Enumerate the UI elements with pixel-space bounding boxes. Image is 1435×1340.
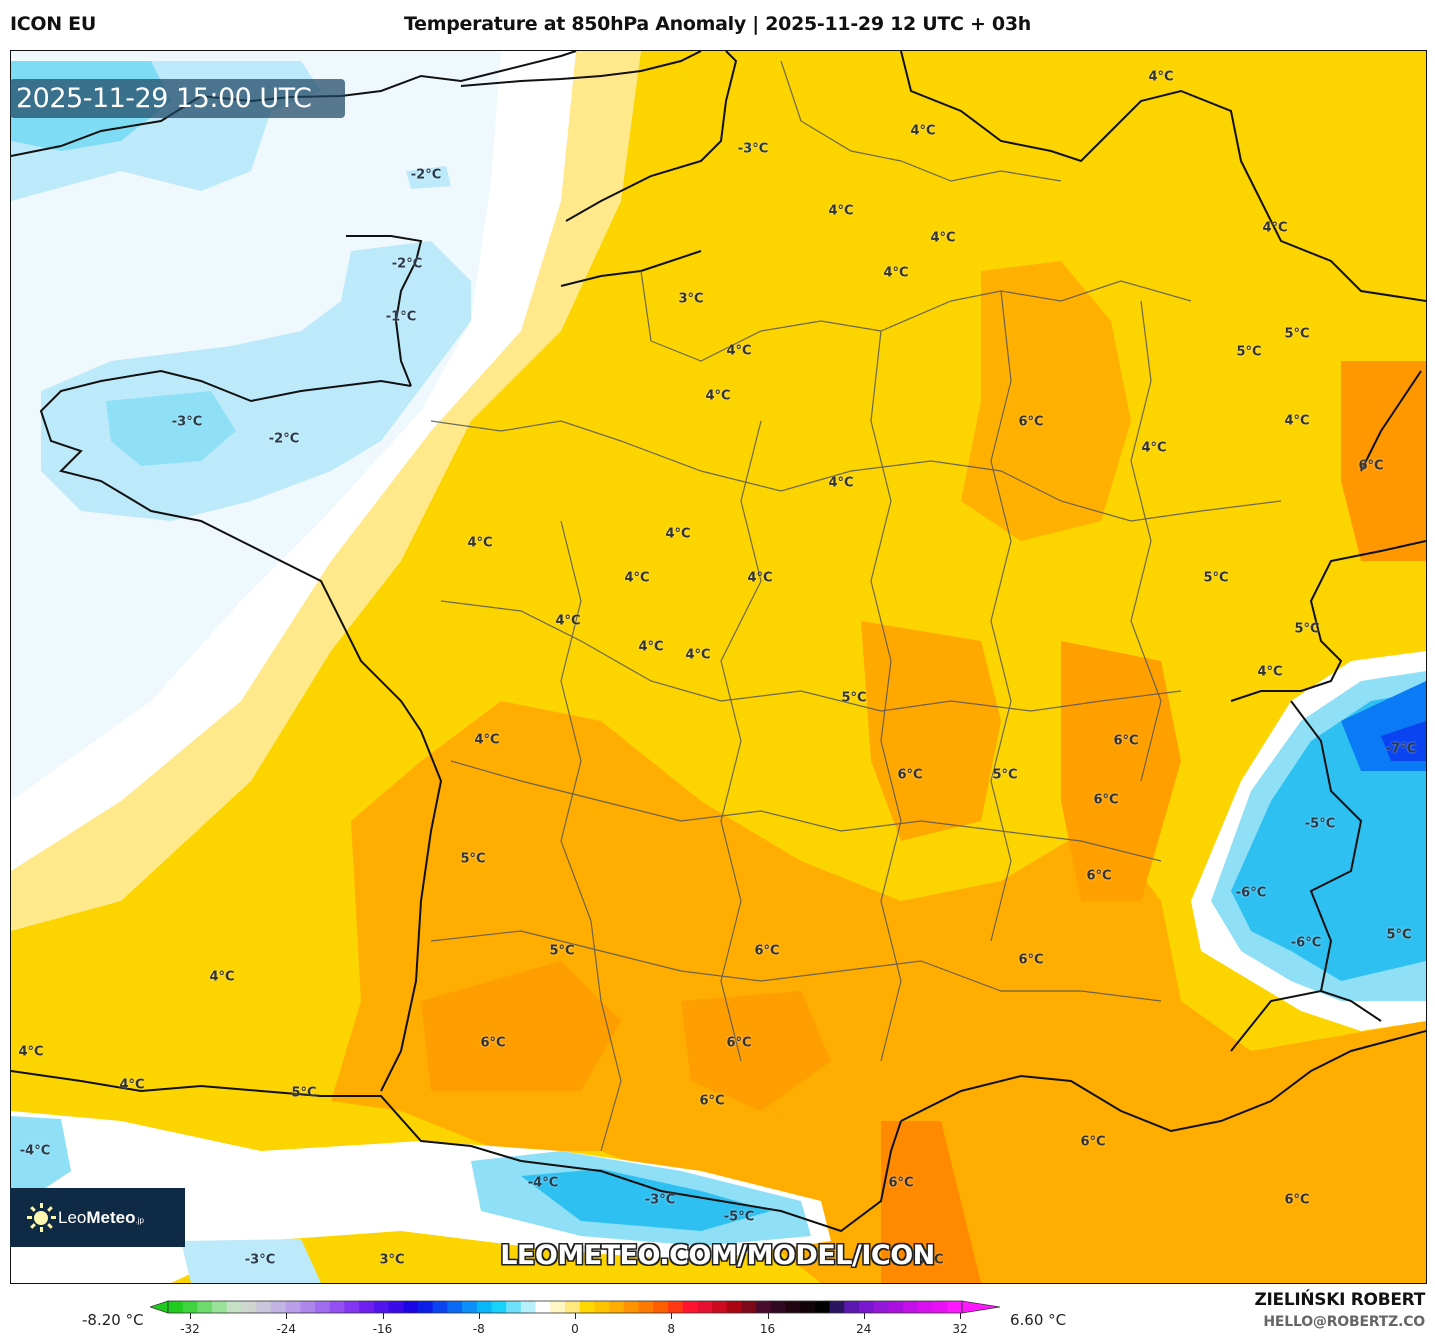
temperature-label: 5°C — [460, 851, 486, 867]
temperature-label: 4°C — [665, 526, 691, 542]
temperature-label: 5°C — [549, 943, 575, 959]
colorbar-tick — [478, 1313, 480, 1319]
temperature-label: 5°C — [1284, 326, 1310, 342]
author-name: ZIELIŃSKI ROBERT — [1254, 1290, 1425, 1310]
temperature-label: 5°C — [841, 690, 867, 706]
temperature-label: 5°C — [291, 1085, 317, 1101]
temperature-label: 4°C — [705, 388, 731, 404]
temperature-label: 4°C — [1148, 69, 1174, 85]
leometeo-logo[interactable]: LeoMeteo.jp — [10, 1188, 185, 1247]
temperature-label: -2°C — [410, 167, 442, 183]
colorbar-tick — [286, 1313, 288, 1319]
temperature-label: 5°C — [1236, 344, 1262, 360]
temperature-label: 6°C — [1284, 1192, 1310, 1208]
temperature-label: -4°C — [527, 1175, 559, 1191]
temperature-label: 4°C — [1262, 220, 1288, 236]
temperature-label: 6°C — [897, 767, 923, 783]
chart-title: Temperature at 850hPa Anomaly | 2025-11-… — [404, 13, 1031, 35]
temperature-label: 4°C — [467, 535, 493, 551]
temperature-label: 6°C — [888, 1175, 914, 1191]
colorbar-max-label: 6.60 °C — [1010, 1311, 1067, 1329]
temperature-label: -5°C — [1304, 816, 1336, 832]
colorbar-tick-label: -24 — [276, 1322, 297, 1336]
colorbar-tick-label: 0 — [571, 1322, 579, 1336]
temperature-label: 4°C — [555, 613, 581, 629]
colorbar-tick — [767, 1313, 769, 1319]
colorbar-tick-label: -16 — [372, 1322, 393, 1336]
temperature-label: -6°C — [1290, 935, 1322, 951]
temperature-label: -2°C — [391, 256, 423, 272]
valid-time-badge: 2025-11-29 15:00 UTC — [10, 79, 345, 118]
temperature-label: -3°C — [171, 414, 203, 430]
temperature-label: 4°C — [883, 265, 909, 281]
watermark-url: LEOMETEO.COM/MODEL/ICON — [500, 1240, 935, 1271]
colorbar-tick — [960, 1313, 961, 1319]
temperature-label: 6°C — [1358, 458, 1384, 474]
temperature-label: 6°C — [1113, 733, 1139, 749]
temperature-label: 4°C — [18, 1044, 44, 1060]
temperature-label: 3°C — [379, 1252, 405, 1268]
temperature-label: 4°C — [624, 570, 650, 586]
temperature-label: 3°C — [678, 291, 704, 307]
sun-icon — [26, 1203, 56, 1232]
temperature-label: 4°C — [747, 570, 773, 586]
temperature-anomaly-map[interactable]: 4°C 4°C -3°C -2°C 4°C 4°C 4°C -2°C 4°C 3°C -1°C 5°C… — [10, 50, 1427, 1284]
temperature-label: -5°C — [723, 1209, 755, 1225]
colorbar-tick — [671, 1313, 673, 1319]
temperature-label: 6°C — [726, 1035, 752, 1051]
colorbar-gradient — [150, 1300, 1000, 1314]
colorbar-tick — [863, 1313, 865, 1319]
temperature-label: -4°C — [19, 1143, 51, 1159]
temperature-label: 4°C — [474, 732, 500, 748]
temperature-label: 6°C — [1093, 792, 1119, 808]
temperature-label: 6°C — [1080, 1134, 1106, 1150]
temperature-label: 5°C — [1294, 621, 1320, 637]
temperature-label: -7°C — [1385, 741, 1417, 757]
temperature-label: -6°C — [1235, 885, 1267, 901]
temperature-label: -2°C — [268, 431, 300, 447]
temperature-label: 4°C — [828, 203, 854, 219]
temperature-label: 4°C — [685, 647, 711, 663]
author-email[interactable]: HELLO@ROBERTZ.CO — [1263, 1314, 1425, 1330]
colorbar: -32 -24 -16 -8 0 8 16 24 32 — [150, 1300, 1000, 1340]
value-labels-layer: 4°C 4°C -3°C -2°C 4°C 4°C 4°C -2°C 4°C 3°C -1°C 5°C… — [11, 51, 1426, 1283]
temperature-label: 4°C — [1257, 664, 1283, 680]
colorbar-tick-label: -32 — [180, 1322, 200, 1336]
temperature-label: 4°C — [828, 475, 854, 491]
temperature-label: 4°C — [1141, 440, 1167, 456]
temperature-label: 5°C — [1203, 570, 1229, 586]
colorbar-tick-label: -8 — [472, 1322, 485, 1336]
temperature-label: 5°C — [1386, 927, 1412, 943]
colorbar-tick-label: 24 — [856, 1322, 872, 1336]
temperature-label: 6°C — [1018, 952, 1044, 968]
temperature-label: 4°C — [638, 639, 664, 655]
temperature-label: 6°C — [754, 943, 780, 959]
temperature-label: -3°C — [244, 1252, 276, 1268]
temperature-label: 4°C — [1284, 413, 1310, 429]
temperature-label: 4°C — [910, 123, 936, 139]
temperature-label: 6°C — [1086, 868, 1112, 884]
temperature-label: 4°C — [209, 969, 235, 985]
colorbar-tick-label: 8 — [667, 1322, 676, 1336]
temperature-label: 6°C — [480, 1035, 506, 1051]
map-fill-layers — [11, 51, 1426, 1283]
logo-text: LeoMeteo.jp — [58, 1207, 144, 1227]
temperature-label: 6°C — [1018, 414, 1044, 430]
colorbar-tick — [575, 1313, 576, 1319]
temperature-label: 6°C — [699, 1093, 725, 1109]
colorbar-tick — [382, 1313, 384, 1319]
colorbar-tick-label: 32 — [952, 1322, 968, 1336]
model-name: ICON EU — [10, 13, 96, 35]
colorbar-tick-label: 16 — [759, 1322, 776, 1336]
temperature-label: 4°C — [119, 1077, 145, 1093]
temperature-label: -1°C — [385, 309, 417, 325]
temperature-label: 7°C — [918, 1252, 944, 1268]
temperature-label: -3°C — [644, 1192, 676, 1208]
colorbar-min-label: -8.20 °C — [82, 1311, 144, 1329]
temperature-label: 4°C — [726, 343, 752, 359]
temperature-label: -3°C — [737, 141, 769, 157]
temperature-label: 5°C — [992, 767, 1018, 783]
colorbar-tick — [190, 1313, 191, 1319]
temperature-label: 4°C — [930, 230, 956, 246]
